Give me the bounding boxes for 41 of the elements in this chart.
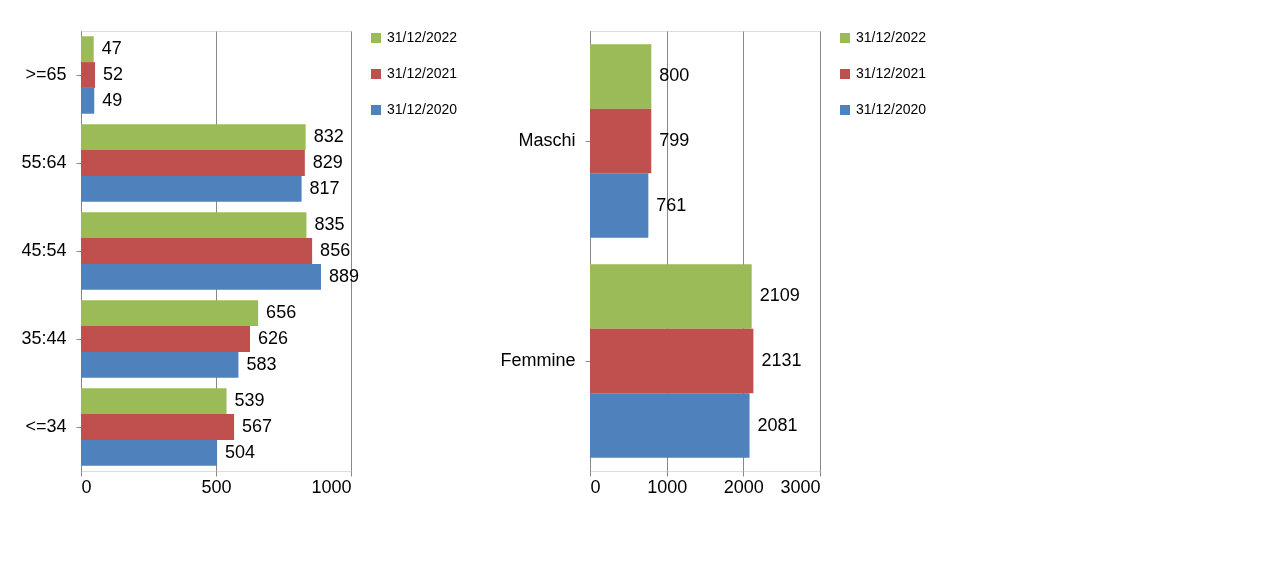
y-tick-label: <=34 bbox=[25, 416, 67, 436]
legend-label: 31/12/2020 bbox=[856, 101, 927, 117]
y-tick-label: 35:44 bbox=[21, 328, 67, 348]
data-label: 49 bbox=[102, 89, 123, 110]
x-tick-label: 500 bbox=[201, 476, 232, 497]
x-tick-label: 1000 bbox=[311, 476, 352, 497]
legend-label: 31/12/2021 bbox=[856, 65, 927, 81]
y-tick-label: Femmine bbox=[500, 350, 576, 370]
data-label: 539 bbox=[234, 390, 265, 411]
legend-label: 31/12/2022 bbox=[387, 29, 458, 45]
data-label: 2081 bbox=[757, 414, 798, 435]
x-tick-label: 0 bbox=[590, 476, 601, 497]
data-label: 2131 bbox=[761, 350, 802, 370]
data-label: 799 bbox=[659, 130, 690, 150]
y-tick-label: Maschi bbox=[518, 130, 576, 150]
data-label: 47 bbox=[101, 38, 122, 59]
data-label: 656 bbox=[266, 302, 297, 323]
data-label: 832 bbox=[313, 126, 344, 147]
y-tick-label: 55:64 bbox=[21, 152, 67, 172]
legend-label: 31/12/2020 bbox=[387, 101, 458, 117]
data-label: 567 bbox=[242, 416, 273, 436]
x-tick-label: 2000 bbox=[723, 476, 764, 497]
data-label: 829 bbox=[312, 152, 343, 172]
data-label: 800 bbox=[659, 65, 690, 86]
x-tick-label: 0 bbox=[81, 476, 92, 497]
data-label: 889 bbox=[329, 265, 360, 286]
y-tick-label: >=65 bbox=[25, 64, 67, 84]
data-label: 52 bbox=[103, 64, 124, 84]
data-label: 856 bbox=[320, 240, 351, 260]
legend-label: 31/12/2021 bbox=[387, 65, 458, 81]
data-label: 761 bbox=[656, 194, 687, 215]
y-tick-label: 45:54 bbox=[21, 240, 67, 260]
data-label: 817 bbox=[309, 177, 340, 198]
data-label: 2109 bbox=[759, 285, 800, 306]
legend-label: 31/12/2022 bbox=[856, 29, 927, 45]
data-label: 504 bbox=[225, 441, 256, 462]
x-tick-label: 1000 bbox=[647, 476, 688, 497]
data-label: 583 bbox=[246, 353, 277, 374]
data-label: 835 bbox=[314, 214, 345, 235]
data-label: 626 bbox=[258, 328, 289, 348]
x-tick-label: 3000 bbox=[780, 476, 821, 497]
